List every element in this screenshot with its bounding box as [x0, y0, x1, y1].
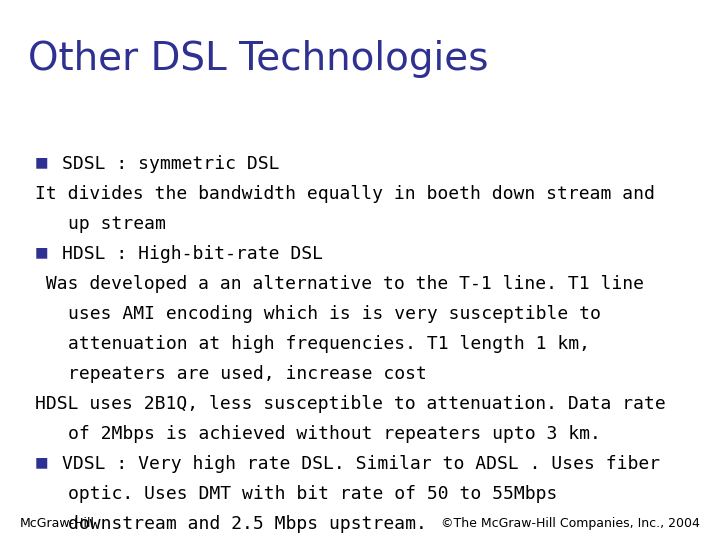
Text: repeaters are used, increase cost: repeaters are used, increase cost	[68, 365, 427, 383]
Text: HDSL uses 2B1Q, less susceptible to attenuation. Data rate: HDSL uses 2B1Q, less susceptible to atte…	[35, 395, 666, 413]
Text: ■: ■	[35, 155, 49, 169]
Text: ■: ■	[35, 455, 49, 469]
Text: attenuation at high frequencies. T1 length 1 km,: attenuation at high frequencies. T1 leng…	[68, 335, 590, 353]
Text: up stream: up stream	[68, 215, 166, 233]
Text: ©The McGraw-Hill Companies, Inc., 2004: ©The McGraw-Hill Companies, Inc., 2004	[441, 517, 700, 530]
Text: McGraw-Hill: McGraw-Hill	[20, 517, 95, 530]
Text: HDSL : High-bit-rate DSL: HDSL : High-bit-rate DSL	[62, 245, 323, 263]
Text: SDSL : symmetric DSL: SDSL : symmetric DSL	[62, 155, 279, 173]
Text: Was developed a an alternative to the T-1 line. T1 line: Was developed a an alternative to the T-…	[35, 275, 644, 293]
Text: uses AMI encoding which is is very susceptible to: uses AMI encoding which is is very susce…	[68, 305, 601, 323]
Text: of 2Mbps is achieved without repeaters upto 3 km.: of 2Mbps is achieved without repeaters u…	[68, 425, 601, 443]
Text: downstream and 2.5 Mbps upstream.: downstream and 2.5 Mbps upstream.	[68, 515, 427, 533]
Text: It divides the bandwidth equally in boeth down stream and: It divides the bandwidth equally in boet…	[35, 185, 655, 203]
Text: ■: ■	[35, 245, 49, 259]
Text: optic. Uses DMT with bit rate of 50 to 55Mbps: optic. Uses DMT with bit rate of 50 to 5…	[68, 485, 557, 503]
Text: Other DSL Technologies: Other DSL Technologies	[28, 40, 488, 78]
Text: VDSL : Very high rate DSL. Similar to ADSL . Uses fiber: VDSL : Very high rate DSL. Similar to AD…	[62, 455, 660, 473]
